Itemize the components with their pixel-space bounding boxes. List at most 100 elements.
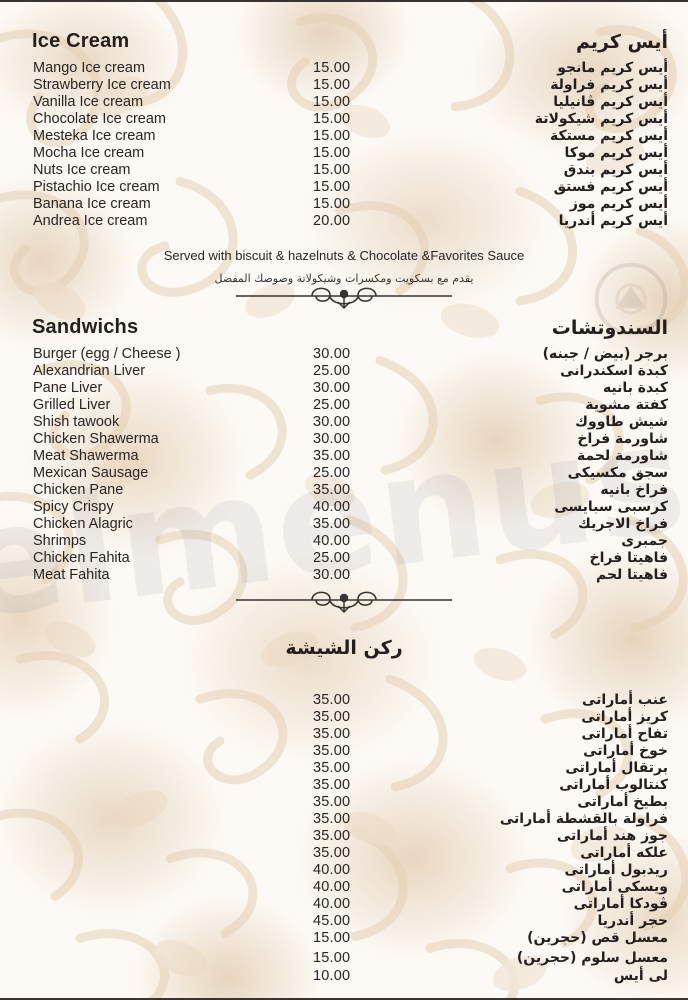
menu-item-row: 35.00 كريز أماراتى xyxy=(0,709,688,726)
menu-item-row: 35.00 كنتالوب أماراتى xyxy=(0,777,688,794)
item-name-ar: علكه أماراتى xyxy=(580,845,668,861)
item-price: 30.00 xyxy=(313,431,351,447)
item-name-en: Spicy Crispy xyxy=(33,499,114,515)
item-price: 35.00 xyxy=(313,516,351,532)
item-name-ar: كريز أماراتى xyxy=(581,709,668,725)
item-name-ar: فراولة بالقشطة أماراتى xyxy=(499,811,668,827)
item-price: 25.00 xyxy=(313,465,351,481)
item-name-en: Chicken Fahita xyxy=(33,550,130,566)
item-price: 15.00 xyxy=(313,94,351,110)
item-name-en: Pane Liver xyxy=(33,380,103,396)
menu-item-row: Chicken Shawerma 30.00 شاورمة فراخ xyxy=(0,431,688,448)
item-name-en: Shish tawook xyxy=(33,414,120,430)
item-price: 25.00 xyxy=(313,363,351,379)
item-price: 15.00 xyxy=(313,196,351,212)
item-name-ar: ويسكى أماراتى xyxy=(561,879,668,895)
menu-item-row: Grilled Liver 25.00 كفتة مشوية xyxy=(0,397,688,414)
item-name-ar: فاهيتا فراخ xyxy=(589,550,668,566)
item-name-ar: جمبرى xyxy=(621,533,668,549)
item-name-ar: معسل قص (حجرين) xyxy=(527,930,668,946)
ornament-divider-icon xyxy=(0,284,688,312)
item-price: 35.00 xyxy=(313,726,351,742)
item-name-en: Burger (egg / Cheese ) xyxy=(33,346,181,362)
menu-item-row: Spicy Crispy 40.00 كرسبى سبايسى xyxy=(0,499,688,516)
section-title-shisha-ar: ركن الشيشة xyxy=(285,637,403,659)
item-name-ar: كفتة مشوية xyxy=(585,397,668,413)
menu-item-row: 35.00 فراولة بالقشطة أماراتى xyxy=(0,811,688,828)
menu-item-row: 35.00 عنب أماراتى xyxy=(0,692,688,709)
menu-item-row: 40.00 ويسكى أماراتى xyxy=(0,879,688,896)
item-price: 35.00 xyxy=(313,794,351,810)
item-price: 15.00 xyxy=(313,179,351,195)
item-name-en: Alexandrian Liver xyxy=(33,363,146,379)
menu-item-row: Mango Ice cream 15.00 أيس كريم مانجو xyxy=(0,60,688,77)
item-name-en: Chicken Pane xyxy=(33,482,124,498)
item-name-ar: لى أيس xyxy=(613,968,668,984)
item-price: 35.00 xyxy=(313,482,351,498)
item-price: 35.00 xyxy=(313,709,351,725)
item-name-ar: سجق مكسيكى xyxy=(567,465,668,481)
item-name-ar: أيس كريم فستق xyxy=(553,179,668,195)
item-price: 25.00 xyxy=(313,550,351,566)
item-name-ar: أيس كريم ڤانيليا xyxy=(553,94,668,110)
menu-item-row: Alexandrian Liver 25.00 كبدة اسكندرانى xyxy=(0,363,688,380)
menu-item-row: 45.00 حجر أندريا xyxy=(0,913,688,930)
menu-item-row: Chicken Pane 35.00 فراخ بانيه xyxy=(0,482,688,499)
item-name-en: Chicken Shawerma xyxy=(33,431,159,447)
item-name-ar: أيس كريم موكا xyxy=(564,145,668,161)
item-name-ar: ڤودكا أماراتى xyxy=(573,896,668,912)
section-title-ice-cream-ar: أيس كريم xyxy=(575,31,668,53)
item-name-ar: أيس كريم فراولة xyxy=(550,77,668,93)
menu-item-row: 35.00 علكه أماراتى xyxy=(0,845,688,862)
item-name-en: Banana Ice cream xyxy=(33,196,151,212)
menu-item-row: Mesteka Ice cream 15.00 أيس كريم مستكة xyxy=(0,128,688,145)
menu-item-row: 35.00 خوخ أماراتى xyxy=(0,743,688,760)
item-name-ar: كبدة بانيه xyxy=(602,380,668,396)
ice-cream-note-en: Served with biscuit & hazelnuts & Chocol… xyxy=(163,248,525,263)
section-title-ice-cream: Ice Cream xyxy=(32,30,130,52)
item-name-ar: برجر (بيض / جبنه) xyxy=(542,346,668,362)
menu-item-row: Banana Ice cream 15.00 أيس كريم موز xyxy=(0,196,688,213)
item-price: 20.00 xyxy=(313,213,351,229)
item-name-ar: جوز هند أماراتى xyxy=(556,828,668,844)
item-name-ar: شيش طاووك xyxy=(575,414,668,430)
item-price: 35.00 xyxy=(313,828,351,844)
menu-item-row: Shrimps 40.00 جمبرى xyxy=(0,533,688,550)
item-name-en: Meat Shawerma xyxy=(33,448,139,464)
menu-item-row: 35.00 تفاح أماراتى xyxy=(0,726,688,743)
item-price: 15.00 xyxy=(313,145,351,161)
menu-item-row: Chicken Fahita 25.00 فاهيتا فراخ xyxy=(0,550,688,567)
item-price: 15.00 xyxy=(313,60,351,76)
menu-item-row: 10.00 لى أيس xyxy=(0,968,688,985)
item-name-en: Shrimps xyxy=(33,533,87,549)
item-price: 30.00 xyxy=(313,567,351,583)
item-name-ar: تفاح أماراتى xyxy=(581,726,668,742)
item-price: 15.00 xyxy=(313,77,351,93)
item-name-ar: ريدبول أماراتى xyxy=(564,862,668,878)
item-name-en: Mocha Ice cream xyxy=(33,145,145,161)
item-name-ar: كرسبى سبايسى xyxy=(554,499,668,515)
menu-item-row: Strawberry Ice cream 15.00 أيس كريم فراو… xyxy=(0,77,688,94)
item-price: 10.00 xyxy=(313,968,351,984)
item-price: 40.00 xyxy=(313,533,351,549)
menu-item-row: 15.00 معسل سلوم (حجرين) xyxy=(0,950,688,967)
item-name-en: Andrea Ice cream xyxy=(33,213,148,229)
item-price: 25.00 xyxy=(313,397,351,413)
item-name-en: Pistachio Ice cream xyxy=(33,179,160,195)
item-name-en: Meat Fahita xyxy=(33,567,110,583)
item-price: 40.00 xyxy=(313,862,351,878)
item-name-en: Nuts Ice cream xyxy=(33,162,131,178)
item-price: 30.00 xyxy=(313,414,351,430)
item-price: 15.00 xyxy=(313,162,351,178)
menu-item-row: 35.00 جوز هند أماراتى xyxy=(0,828,688,845)
item-name-ar: خوخ أماراتى xyxy=(583,743,668,759)
item-name-en: Chicken Alagric xyxy=(33,516,133,532)
menu-item-row: Shish tawook 30.00 شيش طاووك xyxy=(0,414,688,431)
menu-item-row: Mocha Ice cream 15.00 أيس كريم موكا xyxy=(0,145,688,162)
menu-item-row: Mexican Sausage 25.00 سجق مكسيكى xyxy=(0,465,688,482)
item-name-ar: أيس كريم موز xyxy=(569,196,668,212)
item-name-en: Chocolate Ice cream xyxy=(33,111,166,127)
menu-item-row: Pistachio Ice cream 15.00 أيس كريم فستق xyxy=(0,179,688,196)
